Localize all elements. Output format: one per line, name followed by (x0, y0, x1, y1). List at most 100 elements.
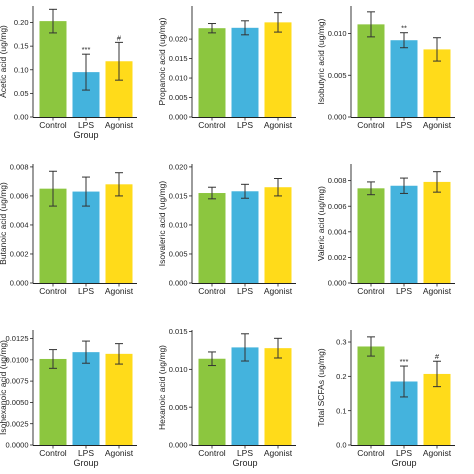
y-tick-label: 0.002 (10, 250, 29, 259)
y-tick-label: 0.0075 (6, 377, 29, 386)
x-tick-label: LPS (78, 120, 94, 130)
y-tick-label: 0.000 (328, 279, 347, 288)
y-tick-label: 0.000 (169, 441, 188, 450)
y-tick-label: 0.005 (169, 403, 188, 412)
x-tick-label: Agonist (423, 448, 452, 458)
y-tick-label: 0.008 (10, 163, 29, 172)
y-tick-label: 0.002 (328, 253, 347, 262)
significance-marker: # (117, 33, 122, 42)
bar-control (357, 24, 385, 118)
y-tick-label: 0.00 (14, 113, 29, 122)
bar-agonist (423, 181, 451, 283)
chart-panel: 0.0 0.1 0.2 0.3 Total SCFAs (ug/mg) Control **… (316, 330, 455, 468)
bar-lps (231, 27, 259, 118)
x-axis-title: Group (232, 458, 257, 468)
y-tick-label: 0.3 (336, 338, 346, 347)
y-tick-label: 0.010 (169, 74, 188, 83)
y-axis-title: Acetic acid (ug/mg) (0, 25, 8, 98)
x-tick-label: Agonist (423, 286, 452, 296)
y-tick-label: 0.000 (169, 279, 188, 288)
x-tick-label: Control (357, 448, 385, 458)
x-tick-label: Control (357, 286, 385, 296)
y-tick-label: 0.006 (10, 192, 29, 201)
y-tick-label: 0.000 (10, 279, 29, 288)
y-tick-label: 0.0025 (6, 419, 29, 428)
significance-marker: ** (401, 24, 407, 33)
bar-agonist (264, 22, 292, 117)
x-tick-label: Control (198, 120, 226, 130)
y-tick-label: 0.20 (14, 18, 29, 27)
y-tick-label: 0.015 (169, 54, 188, 63)
x-tick-label: Control (39, 286, 67, 296)
bar-lps (231, 347, 259, 445)
y-tick-label: 0.0 (336, 441, 346, 450)
y-axis-title: Hexanoic acid (ug/mg) (157, 345, 167, 430)
bar-control (357, 188, 385, 283)
x-axis-title: Group (73, 458, 98, 468)
x-tick-label: Agonist (105, 286, 134, 296)
x-tick-label: LPS (396, 286, 412, 296)
chart-panel: 0.00 0.05 0.10 0.15 0.20 Acetic acid (ug/mg) C… (0, 6, 137, 140)
y-tick-label: 0.005 (328, 71, 347, 80)
y-tick-label: 0.2 (336, 372, 346, 381)
y-tick-label: 0.020 (169, 35, 188, 44)
x-axis-title: Group (73, 130, 98, 140)
y-tick-label: 0.000 (169, 113, 188, 122)
bar-control (198, 358, 226, 445)
bar-lps (231, 191, 259, 283)
x-tick-label: Agonist (423, 120, 452, 130)
y-tick-label: 0.004 (10, 221, 29, 230)
significance-marker: # (435, 352, 440, 361)
x-tick-label: Agonist (264, 286, 293, 296)
y-tick-label: 0.004 (328, 227, 347, 236)
bar-lps (72, 352, 100, 445)
bar-agonist (105, 184, 133, 283)
y-tick-label: 0.0100 (6, 355, 29, 364)
y-tick-label: 0.010 (169, 365, 188, 374)
y-tick-label: 0.015 (169, 192, 188, 201)
chart-panel: 0.000 0.002 0.004 0.006 0.008 Butanoic acid (… (0, 163, 137, 296)
y-axis-title: Propanoic acid (ug/mg) (157, 17, 167, 105)
y-axis-title: Butanoic acid (ug/mg) (0, 182, 8, 265)
x-tick-label: Control (198, 286, 226, 296)
x-tick-label: LPS (78, 286, 94, 296)
chart-panel: 0.0000 0.0025 0.0050 0.0075 0.0100 0.0125Isoh… (0, 330, 137, 468)
y-tick-label: 0.1 (336, 406, 346, 415)
x-tick-label: Agonist (105, 448, 134, 458)
bar-lps (390, 185, 418, 283)
y-tick-label: 0.006 (328, 202, 347, 211)
x-axis-title: Group (391, 458, 416, 468)
y-tick-label: 0.010 (328, 29, 347, 38)
x-tick-label: LPS (78, 448, 94, 458)
y-axis-title: Total SCFAs (ug/mg) (316, 348, 326, 427)
bar-lps (390, 40, 418, 117)
y-axis-title: Isohexanoic acid (ug/mg) (0, 340, 8, 435)
x-tick-label: Control (198, 448, 226, 458)
x-tick-label: Agonist (264, 448, 293, 458)
x-tick-label: LPS (396, 448, 412, 458)
y-axis-title: Isobutyric acid (ug/mg) (316, 18, 326, 104)
bar-control (357, 346, 385, 445)
bar-control (39, 21, 67, 118)
y-tick-label: 0.005 (169, 93, 188, 102)
bar-control (39, 358, 67, 445)
bar-agonist (264, 348, 292, 445)
bar-agonist (264, 187, 292, 283)
y-tick-label: 0.008 (328, 176, 347, 185)
y-tick-label: 0.005 (169, 250, 188, 259)
y-tick-label: 0.0125 (6, 334, 29, 343)
x-tick-label: LPS (237, 286, 253, 296)
x-tick-label: Agonist (105, 120, 134, 130)
x-tick-label: Control (39, 448, 67, 458)
bar-lps (72, 191, 100, 283)
y-axis-title: Isovaleric acid (ug/mg) (157, 181, 167, 267)
y-tick-label: 0.020 (169, 163, 188, 172)
x-tick-label: LPS (396, 120, 412, 130)
bar-control (198, 28, 226, 118)
x-tick-label: LPS (237, 120, 253, 130)
